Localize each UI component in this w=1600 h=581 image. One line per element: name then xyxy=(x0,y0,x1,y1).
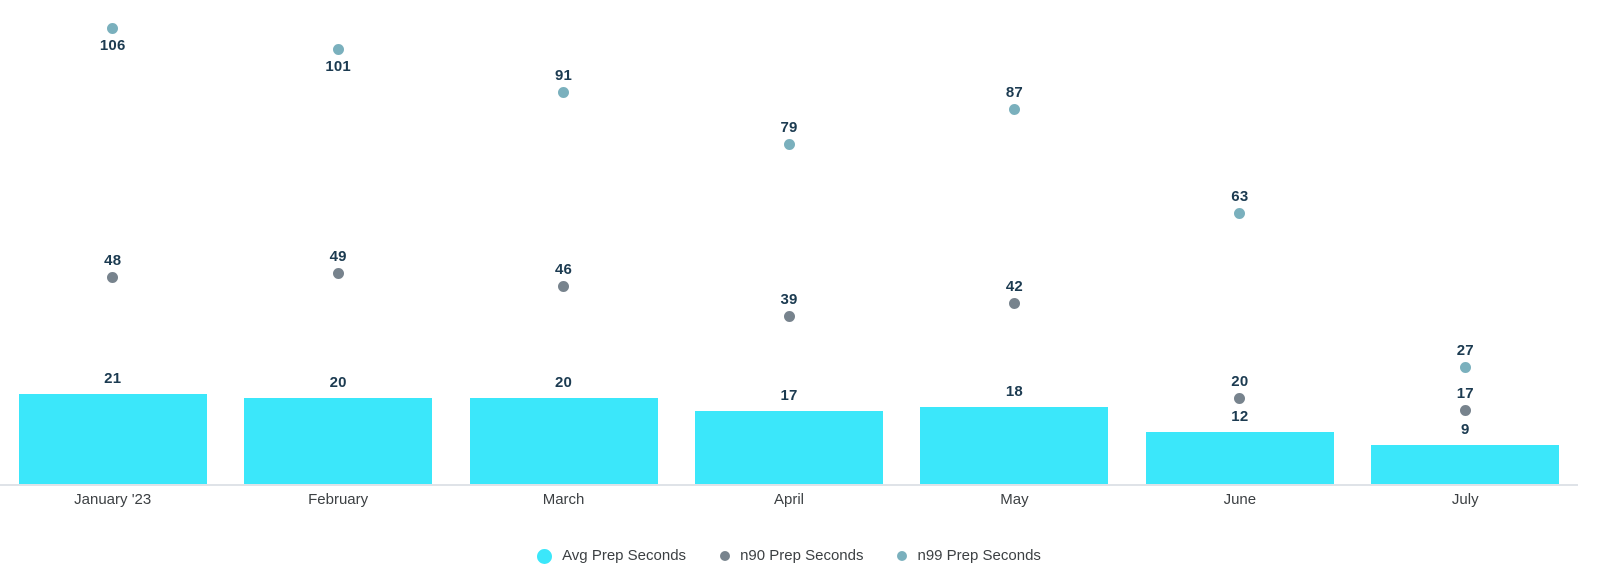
n99-value-label: 79 xyxy=(780,118,798,136)
n90-value-label: 20 xyxy=(1231,372,1249,390)
x-axis-label: February xyxy=(308,491,369,508)
n99-point[interactable] xyxy=(107,22,119,34)
n99-value-label: 101 xyxy=(325,58,351,76)
x-axis-label: May xyxy=(1000,491,1029,508)
avg-value-label: 12 xyxy=(1231,408,1249,426)
n99-point[interactable] xyxy=(332,44,344,56)
avg-prep-bar[interactable] xyxy=(1371,445,1560,484)
legend-swatch-icon xyxy=(537,548,553,564)
n90-value-label: 48 xyxy=(104,252,122,270)
n90-point[interactable] xyxy=(783,310,795,322)
n99-value-label: 91 xyxy=(555,67,573,85)
avg-value-label: 21 xyxy=(104,369,122,387)
n90-point[interactable] xyxy=(1234,392,1246,404)
n90-value-label: 46 xyxy=(555,260,573,278)
legend-item-n99[interactable]: n99 Prep Seconds xyxy=(897,546,1041,566)
legend-item-n90[interactable]: n90 Prep Seconds xyxy=(720,546,863,566)
plot-area: 21 48 106 20 49 101 20 46 91 17 39 79 18 42 87 12 20 63 9 1… xyxy=(18,22,1560,484)
n90-point[interactable] xyxy=(558,280,570,292)
n99-value-label: 106 xyxy=(99,36,126,54)
avg-value-label: 18 xyxy=(1005,382,1023,400)
n90-point[interactable] xyxy=(1459,405,1471,417)
legend-swatch-icon xyxy=(720,551,731,561)
avg-value-label: 20 xyxy=(555,374,573,391)
legend-label: n99 Prep Seconds xyxy=(917,547,1041,564)
n99-value-label: 63 xyxy=(1231,187,1249,205)
n90-point[interactable] xyxy=(107,272,119,284)
avg-value-label: 20 xyxy=(329,374,347,391)
avg-prep-bar[interactable] xyxy=(695,410,883,484)
n99-value-label: 87 xyxy=(1005,84,1023,102)
legend-label: n90 Prep Seconds xyxy=(740,547,864,564)
n99-point[interactable] xyxy=(1008,104,1020,116)
legend: Avg Prep Seconds n90 Prep Seconds n99 Prep… xyxy=(0,546,1578,566)
avg-prep-bar[interactable] xyxy=(469,398,658,484)
n99-point[interactable] xyxy=(1459,362,1471,374)
legend-item-avg[interactable]: Avg Prep Seconds xyxy=(537,546,686,566)
legend-label: Avg Prep Seconds xyxy=(562,547,687,564)
avg-prep-bar[interactable] xyxy=(244,398,433,484)
avg-prep-bar[interactable] xyxy=(920,406,1109,484)
n99-value-label: 27 xyxy=(1456,342,1474,360)
n99-point[interactable] xyxy=(558,87,570,99)
n90-value-label: 17 xyxy=(1456,385,1474,403)
n99-point[interactable] xyxy=(783,138,795,150)
x-axis-label: April xyxy=(773,491,804,508)
avg-value-label: 9 xyxy=(1461,421,1470,439)
n90-value-label: 49 xyxy=(329,247,347,265)
avg-prep-bar[interactable] xyxy=(18,393,207,484)
avg-value-label: 17 xyxy=(780,386,798,404)
x-axis-label: March xyxy=(542,491,585,508)
n90-value-label: 42 xyxy=(1005,277,1023,295)
n90-point[interactable] xyxy=(332,267,344,279)
n90-value-label: 39 xyxy=(780,290,798,308)
x-axis-label: January '23 xyxy=(74,491,152,508)
x-axis-line xyxy=(0,484,1578,486)
legend-swatch-icon xyxy=(897,551,908,561)
x-axis-label: June xyxy=(1223,491,1257,508)
x-axis-label: July xyxy=(1451,491,1479,508)
n90-point[interactable] xyxy=(1008,297,1020,309)
x-axis-labels: January '23 February March April May June July xyxy=(0,490,1578,512)
avg-prep-bar[interactable] xyxy=(1145,432,1334,484)
n99-point[interactable] xyxy=(1234,207,1246,219)
